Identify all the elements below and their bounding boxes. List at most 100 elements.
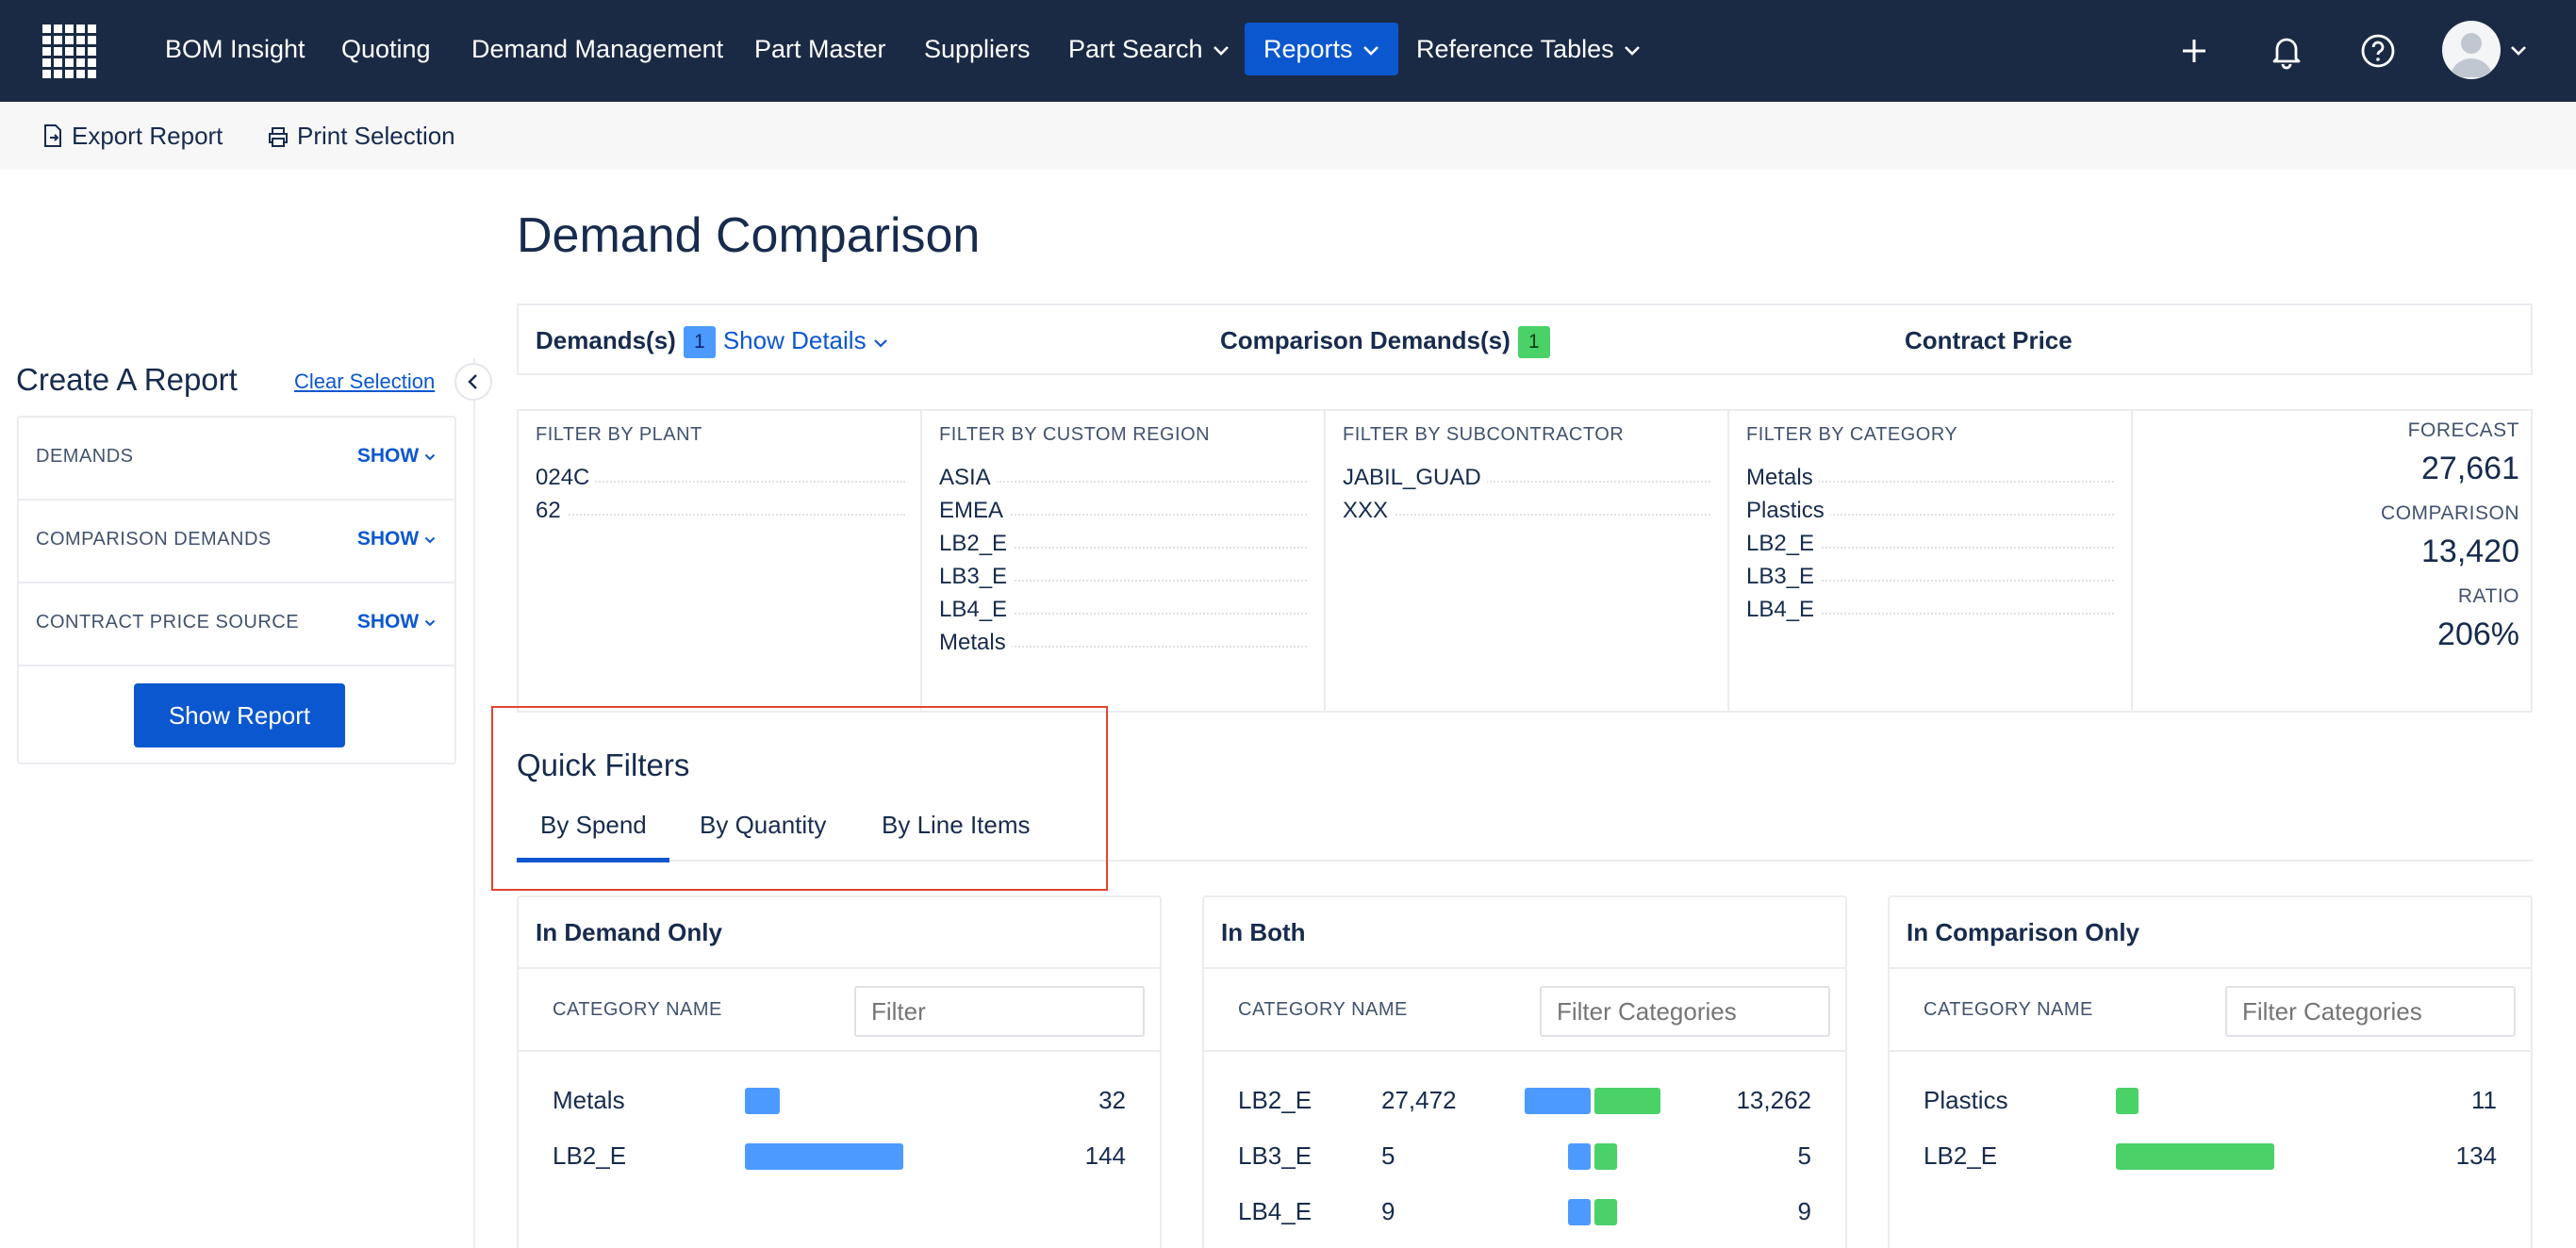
sidebar-divider	[473, 358, 475, 1248]
comparison-only-filter-input[interactable]	[2225, 986, 2516, 1037]
filter-category-item-label: Metals	[1746, 465, 1819, 490]
print-selection-button[interactable]: Print Selection	[267, 121, 455, 151]
demands-show-toggle[interactable]: SHOW	[357, 445, 436, 468]
export-report-button[interactable]: Export Report	[41, 121, 223, 151]
demands-summary: Demands(s) 1 Show Details	[536, 326, 888, 358]
category-name: LB2_E	[1238, 1086, 1313, 1114]
both-filter-input[interactable]	[1540, 986, 1830, 1037]
nav-reports-label: Reports	[1263, 35, 1353, 63]
bell-icon[interactable]	[2264, 28, 2309, 74]
list-item[interactable]: LB3_E 5 5	[1204, 1128, 1845, 1183]
demand-value: 9	[1381, 1197, 1395, 1225]
active-tab-indicator	[517, 858, 669, 862]
ratio-value: 206%	[2437, 616, 2519, 652]
filter-region-heading: FILTER BY CUSTOM REGION	[939, 424, 1211, 445]
comparison-demands-row: COMPARISON DEMANDS SHOW	[19, 501, 454, 583]
filter-region-item[interactable]: LB2_E	[939, 528, 1307, 561]
category-value: 32	[1098, 1086, 1126, 1114]
comparison-bar	[1594, 1143, 1617, 1170]
chevron-down-icon	[1624, 45, 1640, 56]
nav-suppliers[interactable]: Suppliers	[924, 35, 1031, 63]
contract-price-source-show-toggle[interactable]: SHOW	[357, 611, 436, 633]
plus-icon[interactable]	[2171, 28, 2217, 74]
demand-only-filter-input[interactable]	[854, 986, 1145, 1037]
nav-bom-insight[interactable]: BOM Insight	[165, 35, 305, 63]
chevron-down-icon	[1362, 45, 1379, 56]
demands-row: DEMANDS SHOW	[19, 418, 454, 501]
list-item[interactable]: LB2_E 144	[519, 1128, 1160, 1183]
user-avatar[interactable]	[2442, 21, 2501, 79]
chevron-down-icon	[1213, 45, 1229, 56]
show-details-label: Show Details	[722, 326, 867, 354]
tab-by-line-items[interactable]: By Line Items	[882, 811, 1031, 839]
filter-region-item-label: EMEA	[939, 498, 1010, 523]
filter-category-heading: FILTER BY CATEGORY	[1746, 424, 1958, 445]
filter-category-item-label: Plastics	[1746, 498, 1830, 523]
filter-region-item-label: LB3_E	[939, 564, 1014, 589]
nav-reports[interactable]: Reports	[1245, 23, 1398, 75]
filter-region-item[interactable]: EMEA	[939, 495, 1307, 528]
nav-demand-management[interactable]: Demand Management	[471, 35, 724, 63]
avatar-chevron-down-icon[interactable]	[2510, 45, 2527, 57]
nav-part-master[interactable]: Part Master	[754, 35, 886, 63]
filter-category-list: Metals Plastics LB2_E LB3_E LB4_E	[1746, 462, 2114, 627]
tab-by-spend[interactable]: By Spend	[540, 811, 647, 839]
filter-category-item[interactable]: LB3_E	[1746, 561, 2114, 594]
app-grid-logo-icon[interactable]	[41, 23, 97, 79]
filter-region-item[interactable]: LB3_E	[939, 561, 1307, 594]
demand-bar	[745, 1143, 903, 1170]
printer-icon	[269, 127, 288, 147]
category-name: LB2_E	[553, 1141, 627, 1170]
filter-category-item[interactable]: LB2_E	[1746, 528, 2114, 561]
category-name-header: CATEGORY NAME	[1238, 999, 1408, 1020]
forecast-stats: FORECAST 27,661 COMPARISON 13,420 RATIO …	[2381, 417, 2519, 665]
demand-value: 27,472	[1381, 1086, 1457, 1114]
list-item[interactable]: LB2_E 27,472 13,262	[1204, 1073, 1845, 1127]
filter-region-item[interactable]: ASIA	[939, 462, 1307, 495]
list-item[interactable]: LB2_E 134	[1890, 1128, 2531, 1183]
comparison-demands-show-toggle[interactable]: SHOW	[357, 528, 436, 550]
chevron-down-icon	[424, 619, 436, 627]
help-icon[interactable]	[2355, 28, 2401, 74]
show-details-toggle[interactable]: Show Details	[723, 326, 888, 354]
category-name: Plastics	[1924, 1086, 2008, 1114]
list-item[interactable]: LB4_E 9 9	[1204, 1184, 1845, 1239]
filter-category-item-label: LB2_E	[1746, 531, 1821, 556]
show-report-button[interactable]: Show Report	[134, 683, 345, 747]
filter-region-item-label: Metals	[939, 630, 1012, 655]
filter-category-item-label: LB3_E	[1746, 564, 1821, 589]
filter-category-item[interactable]: Plastics	[1746, 495, 2114, 528]
filter-region-item[interactable]: Metals	[939, 627, 1307, 660]
list-item[interactable]: Metals 32	[519, 1073, 1160, 1127]
export-file-icon	[44, 124, 61, 147]
chevron-down-icon	[424, 453, 436, 461]
in-both-card: In Both CATEGORY NAME LB2_E 27,472 13,26…	[1202, 895, 1847, 1248]
filter-subcontractor-item[interactable]: JABIL_GUAD	[1343, 462, 1710, 495]
nav-reference-tables[interactable]: Reference Tables	[1416, 0, 1641, 102]
list-item[interactable]: Plastics 11	[1890, 1073, 2531, 1127]
filter-subcontractor-heading: FILTER BY SUBCONTRACTOR	[1343, 424, 1625, 445]
in-demand-only-card: In Demand Only CATEGORY NAME Metals 32 L…	[517, 895, 1162, 1248]
filter-subcontractor-item[interactable]: XXX	[1343, 495, 1710, 528]
nav-quoting[interactable]: Quoting	[341, 35, 431, 63]
clear-selection-link[interactable]: Clear Selection	[294, 369, 436, 393]
category-value: 134	[2455, 1141, 2497, 1170]
forecast-label: FORECAST	[2407, 419, 2519, 441]
filter-category-item[interactable]: LB4_E	[1746, 594, 2114, 627]
chevron-left-icon	[468, 374, 477, 389]
collapse-sidebar-button[interactable]	[454, 363, 492, 401]
nav-part-search-label: Part Search	[1068, 35, 1203, 63]
nav-reference-tables-label: Reference Tables	[1416, 35, 1614, 63]
chevron-down-icon	[424, 536, 436, 544]
filter-plant-item-label: 62	[536, 498, 567, 523]
contract-price-source-label: CONTRACT PRICE SOURCE	[36, 612, 300, 632]
filter-region-item[interactable]: LB4_E	[939, 594, 1307, 627]
filter-plant-item[interactable]: 024C	[536, 462, 905, 495]
filter-category-item-label: LB4_E	[1746, 597, 1821, 622]
filter-category-item[interactable]: Metals	[1746, 462, 2114, 495]
tab-by-quantity[interactable]: By Quantity	[700, 811, 827, 839]
nav-part-search[interactable]: Part Search	[1068, 0, 1230, 102]
page-title: Demand Comparison	[517, 208, 981, 263]
filter-plant-item[interactable]: 62	[536, 495, 905, 528]
demands-count-badge: 1	[683, 326, 716, 358]
